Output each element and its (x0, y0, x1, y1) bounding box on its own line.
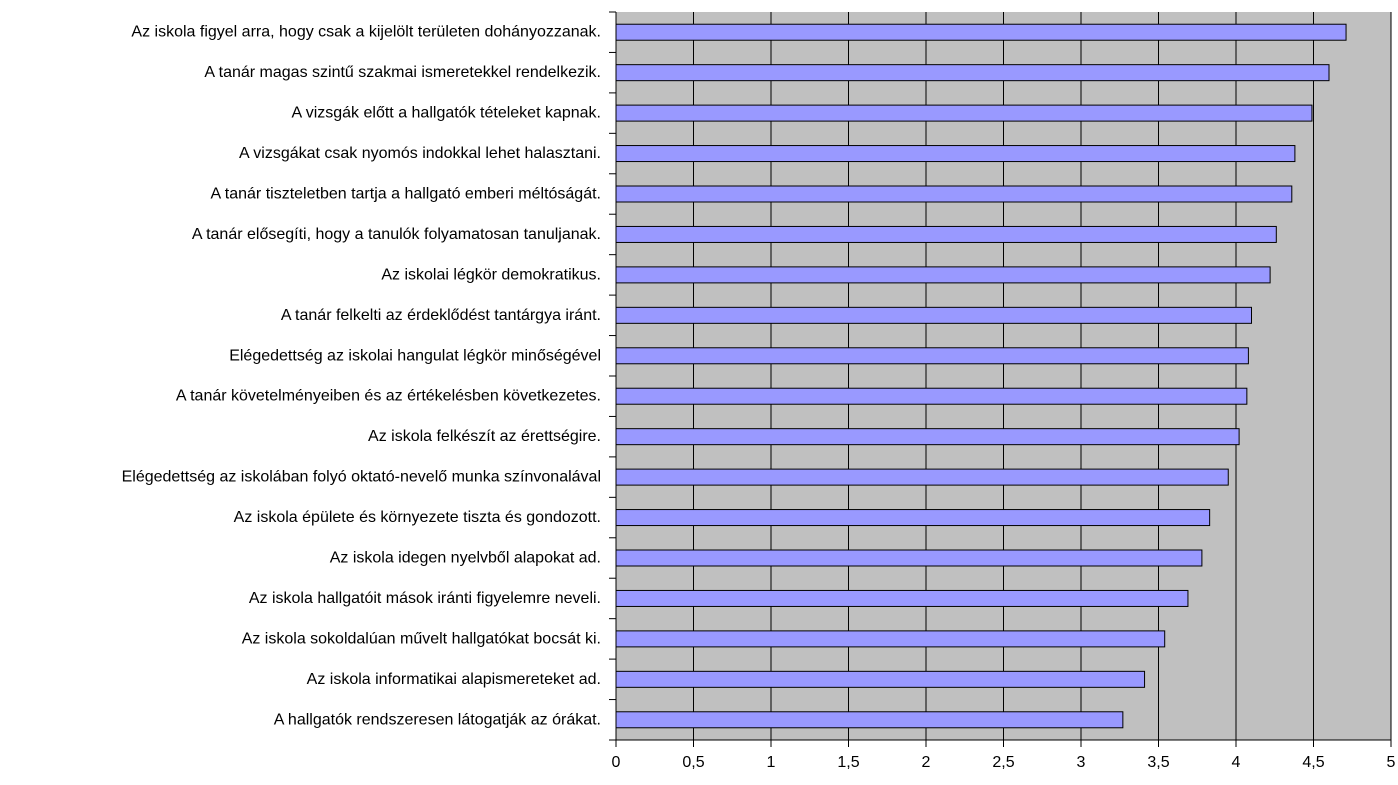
bar (615, 589, 1189, 607)
category-label: Az iskola informatikai alapismereteket a… (307, 671, 601, 688)
category-label: A tanár elősegíti, hogy a tanulók folyam… (192, 226, 601, 243)
x-tick-label: 0,5 (682, 754, 704, 771)
category-label: Az iskola hallgatóit mások iránti figyel… (249, 590, 601, 607)
category-label: Az iskola figyel arra, hogy csak a kijel… (131, 24, 601, 41)
category-label: Elégedettség az iskolai hangulat légkör … (229, 347, 601, 364)
category-label: A vizsgákat csak nyomós indokkal lehet h… (239, 145, 601, 162)
bar (615, 23, 1347, 41)
category-label: Az iskola felkészít az érettségire. (368, 428, 601, 445)
bar (615, 468, 1229, 486)
bar (615, 711, 1124, 729)
category-label: Az iskola épülete és környezete tiszta é… (234, 509, 601, 526)
bar (615, 306, 1252, 324)
category-label: A tanár követelményeiben és az értékelés… (176, 388, 601, 405)
x-tick-labels: 0 0,5 1 1,5 2 2,5 3 3,5 4 4,5 5 (612, 754, 1396, 771)
bar (615, 145, 1296, 163)
x-tick-label: 3 (1077, 754, 1086, 771)
bar (615, 630, 1166, 648)
bar (615, 185, 1293, 203)
bar (615, 549, 1203, 567)
x-tick-label: 3,5 (1147, 754, 1169, 771)
bar (615, 670, 1146, 688)
bars (615, 23, 1347, 729)
category-label: Az iskola sokoldalúan művelt hallgatókat… (242, 630, 601, 647)
category-label: Az iskolai légkör demokratikus. (381, 266, 601, 283)
bar (615, 509, 1211, 527)
bar (615, 347, 1249, 365)
bar (615, 225, 1277, 243)
x-tick-label: 2,5 (992, 754, 1014, 771)
bar (615, 266, 1271, 284)
bar (615, 387, 1248, 405)
category-label: Elégedettség az iskolában folyó oktató-n… (122, 469, 601, 486)
x-tick-label: 1,5 (837, 754, 859, 771)
x-tick-label: 5 (1387, 754, 1396, 771)
x-tick-label: 4 (1232, 754, 1241, 771)
bar (615, 104, 1313, 122)
category-label: A vizsgák előtt a hallgatók tételeket ka… (291, 105, 601, 122)
bar (615, 64, 1330, 82)
gridlines (693, 12, 1392, 740)
category-label: A tanár felkelti az érdeklődést tantárgy… (281, 307, 601, 324)
x-tick-label: 4,5 (1302, 754, 1324, 771)
x-tick-label: 2 (922, 754, 931, 771)
category-labels: Az iskola figyel arra, hogy csak a kijel… (122, 24, 601, 729)
category-label: A hallgatók rendszeresen látogatják az ó… (274, 711, 601, 728)
bar (615, 428, 1240, 446)
category-label: Az iskola idegen nyelvből alapokat ad. (330, 550, 601, 567)
x-tick-label: 0 (612, 754, 621, 771)
category-label: A tanár magas szintű szakmai ismeretekke… (204, 64, 601, 81)
category-label: A tanár tiszteletben tartja a hallgató e… (211, 186, 601, 203)
x-tick-label: 1 (767, 754, 776, 771)
x-axis (609, 11, 1392, 747)
